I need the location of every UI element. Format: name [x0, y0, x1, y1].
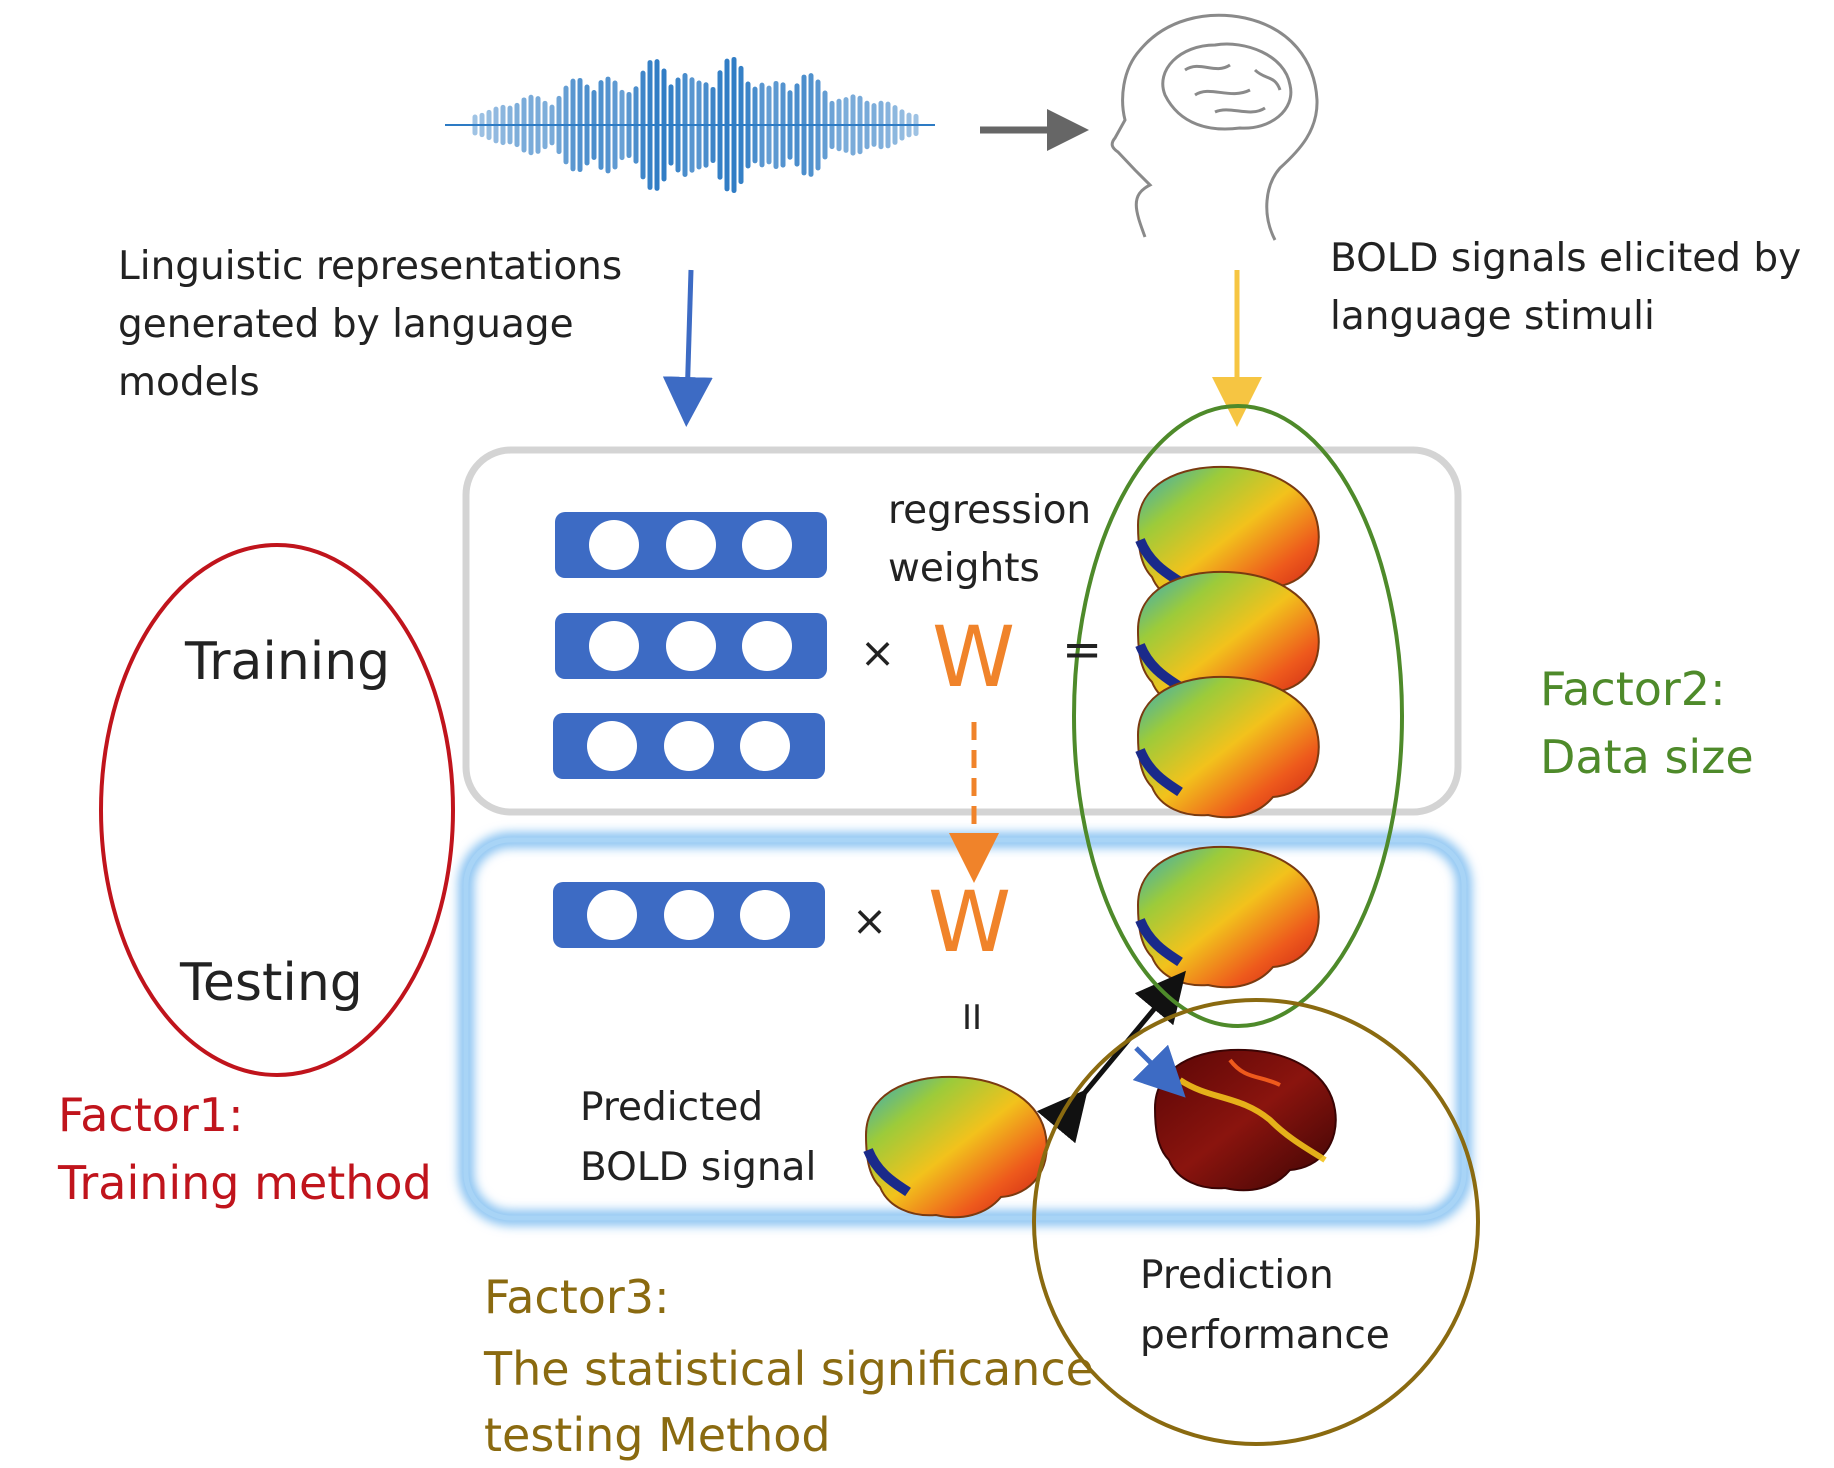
predicted-label: Predicted BOLD signal: [580, 1085, 817, 1190]
equals-symbol: =: [1062, 622, 1103, 678]
comparison-arrow: [1036, 970, 1186, 1144]
factor2-ellipse: [1072, 404, 1404, 1028]
brain-map-icon: [1135, 675, 1320, 819]
vector-training-2: [555, 613, 827, 679]
linguistic-label: Linguistic representations generated by …: [118, 244, 623, 405]
factor3-desc: The statistical significance testing Met…: [484, 1342, 1094, 1462]
performance-arrow: [1132, 1044, 1186, 1098]
brain-map-icon: [863, 1075, 1048, 1219]
vector-training-1: [555, 512, 827, 578]
linguistic-arrow: [662, 269, 713, 427]
equals-vertical-symbol: II: [962, 998, 983, 1038]
training-label: Training: [185, 632, 391, 692]
factor1-title: Factor1:: [58, 1088, 244, 1142]
factor2-desc: Data size: [1540, 730, 1754, 784]
factor2-title: Factor2:: [1540, 662, 1726, 716]
brain-map-icon: [1135, 845, 1320, 989]
performance-label: Prediction performance: [1140, 1253, 1390, 1358]
regression-label: regression weights: [888, 488, 1092, 591]
bold-stimuli-label: BOLD signals elicited by language stimul…: [1330, 236, 1802, 339]
sound-wave-icon: [445, 56, 935, 194]
head-brain-icon: [1110, 13, 1319, 241]
vector-testing: [553, 882, 825, 948]
factor1-ellipse: [99, 543, 455, 1077]
vector-training-3: [553, 713, 825, 779]
factor3-circle: [1032, 998, 1480, 1446]
brain-map-icon: [1154, 1048, 1337, 1192]
times-symbol-testing: ×: [852, 896, 888, 945]
factor3-title: Factor3:: [484, 1270, 670, 1324]
weight-symbol-testing: W: [928, 873, 1012, 971]
factor1-desc: Training method: [58, 1156, 432, 1210]
testing-label: Testing: [180, 953, 363, 1013]
times-symbol-training: ×: [860, 628, 896, 677]
weight-symbol-training: W: [932, 608, 1016, 706]
training-box: [462, 446, 1462, 816]
